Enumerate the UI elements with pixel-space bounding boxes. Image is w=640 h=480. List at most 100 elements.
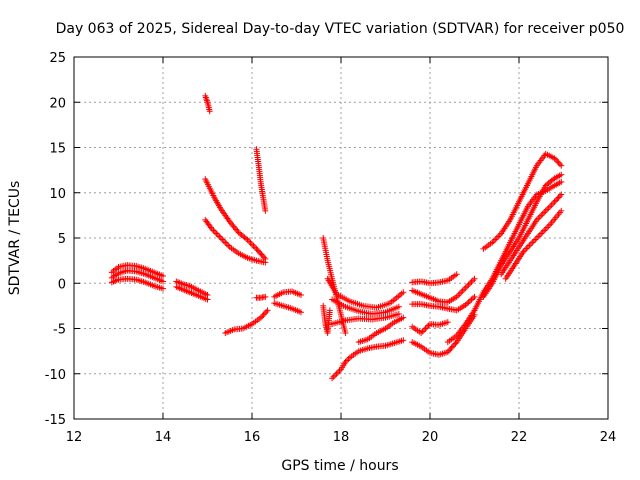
data-point	[458, 289, 465, 296]
data-point	[223, 241, 230, 248]
data-point	[558, 162, 565, 169]
data-point	[461, 286, 468, 293]
x-tick-label: 24	[600, 430, 617, 445]
data-point	[456, 290, 463, 297]
data-point	[556, 193, 563, 200]
data-point	[470, 295, 477, 302]
data-point	[219, 236, 226, 243]
data-point	[203, 96, 210, 103]
data-point	[254, 247, 261, 254]
y-tick-label: 15	[49, 142, 66, 157]
data-point	[541, 227, 548, 234]
y-tick-label: 5	[58, 232, 66, 247]
data-point	[541, 209, 548, 216]
data-point	[257, 314, 264, 321]
data-point	[257, 250, 264, 257]
data-point	[538, 212, 545, 219]
data-point	[532, 236, 539, 243]
y-tick-label: 25	[49, 51, 66, 66]
data-point	[452, 340, 459, 347]
data-point	[444, 349, 451, 356]
data-point	[262, 293, 269, 300]
data-point	[545, 222, 552, 229]
data-point	[544, 224, 551, 231]
data-point	[222, 239, 229, 246]
data-point	[419, 328, 426, 335]
data-point	[465, 281, 472, 288]
data-point	[251, 244, 258, 251]
data-point	[536, 213, 543, 220]
data-point	[260, 311, 267, 318]
data-point	[558, 178, 565, 185]
data-point	[558, 191, 565, 198]
data-point	[552, 197, 559, 204]
data-point	[551, 155, 558, 162]
data-point	[330, 373, 337, 380]
y-tick-label: 20	[49, 96, 66, 111]
data-point	[297, 292, 304, 299]
data-point	[545, 204, 552, 211]
data-point	[555, 194, 562, 201]
data-point	[551, 198, 558, 205]
data-point	[471, 293, 478, 300]
data-point	[453, 271, 460, 278]
data-point	[342, 330, 349, 337]
data-point	[261, 310, 268, 317]
data-point	[467, 297, 474, 304]
data-point	[492, 236, 499, 243]
data-point	[446, 347, 453, 354]
data-point	[558, 171, 565, 178]
x-tick-label: 20	[422, 430, 439, 445]
data-point	[206, 108, 213, 115]
data-point	[529, 239, 536, 246]
data-point	[249, 241, 255, 248]
data-point	[424, 323, 431, 330]
data-point	[259, 313, 266, 320]
data-point	[555, 159, 562, 166]
data-point	[462, 301, 469, 308]
data-point	[471, 275, 478, 282]
y-axis-label: SDTVAR / TECUs	[7, 181, 23, 296]
x-tick-label: 16	[244, 430, 261, 445]
data-point	[554, 195, 561, 202]
data-point	[326, 307, 333, 314]
data-point	[262, 259, 269, 266]
data-point	[216, 233, 223, 240]
data-point	[552, 156, 559, 163]
data-point	[160, 285, 166, 292]
data-point	[400, 314, 407, 321]
grid-lines	[74, 57, 608, 419]
data-point	[332, 372, 339, 379]
data-point	[262, 207, 269, 214]
data-point	[217, 235, 224, 241]
data-point	[395, 303, 402, 310]
data-point	[211, 228, 218, 235]
data-point	[449, 343, 456, 350]
data-point	[467, 280, 474, 287]
data-point	[538, 230, 545, 237]
data-point	[550, 176, 557, 183]
y-tick-label: -5	[53, 323, 66, 338]
data-point	[539, 228, 546, 235]
plot-frame	[73, 56, 609, 420]
data-point	[448, 344, 455, 351]
data-point	[160, 273, 166, 280]
data-point	[548, 201, 555, 208]
data-point	[542, 225, 549, 232]
data-point	[554, 158, 561, 165]
data-point	[462, 284, 469, 291]
data-point	[214, 231, 221, 238]
data-point	[247, 239, 254, 246]
data-point	[468, 278, 475, 285]
data-point	[264, 307, 271, 314]
data-point	[533, 235, 540, 241]
data-point	[263, 308, 270, 315]
data-point	[451, 341, 458, 348]
data-point	[345, 355, 352, 362]
data-point	[255, 248, 262, 255]
data-point	[464, 300, 471, 307]
data-point	[425, 322, 432, 329]
chart-title: Day 063 of 2025, Sidereal Day-to-day VTE…	[56, 21, 625, 37]
data-point	[333, 370, 340, 377]
